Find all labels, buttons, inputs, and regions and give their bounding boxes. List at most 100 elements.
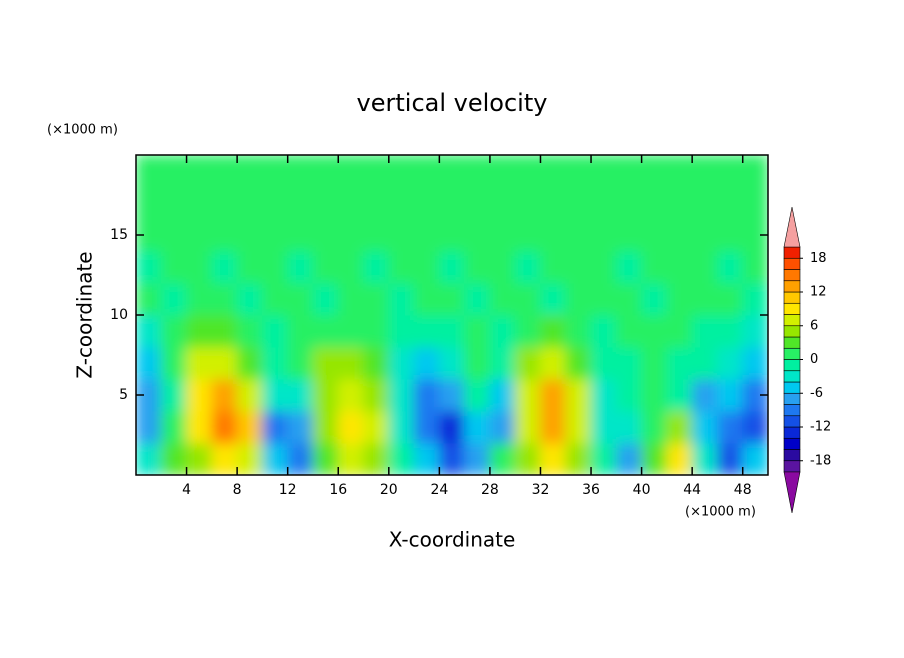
colorbar-band	[783, 381, 801, 394]
colorbar-band	[783, 347, 801, 360]
field-cell	[287, 346, 314, 380]
x-tick-label: 28	[481, 482, 499, 498]
field-cell	[236, 155, 263, 188]
field-cell	[136, 155, 162, 188]
field-cell	[312, 314, 339, 348]
field-cell	[363, 282, 390, 316]
field-cell	[464, 442, 491, 475]
colorbar-tick-label: 6	[810, 318, 818, 333]
field-cell	[413, 218, 440, 252]
field-cell	[641, 155, 668, 188]
x-tick-label: 48	[734, 482, 752, 498]
field-cell	[666, 410, 693, 444]
field-cell	[287, 186, 314, 220]
field-cell	[539, 314, 567, 348]
field-cell	[261, 155, 289, 188]
field-cell	[489, 314, 516, 348]
field-cell	[716, 250, 744, 284]
field-cell	[716, 378, 744, 412]
field-cell	[641, 378, 668, 412]
x-tick-label: 20	[380, 482, 398, 498]
field-cell	[136, 410, 162, 444]
field-cell	[312, 155, 339, 188]
field-cell	[438, 410, 466, 444]
field-cell	[438, 250, 466, 284]
colorbar-band	[783, 460, 801, 473]
field-cell	[186, 282, 213, 316]
y-tick-label: 5	[119, 387, 128, 403]
field-cell	[287, 218, 314, 252]
field-cell	[615, 155, 643, 188]
field-cell	[464, 155, 491, 188]
field-cell	[337, 346, 365, 380]
x-tick-label: 44	[683, 482, 701, 498]
field-cell	[489, 218, 516, 252]
field-cell	[211, 155, 238, 188]
field-cell	[136, 346, 162, 380]
field-cell	[136, 314, 162, 348]
colorbar-over	[783, 206, 801, 248]
field-cell	[363, 155, 390, 188]
field-cell	[312, 410, 339, 444]
field-cell	[136, 282, 162, 316]
field-cell	[413, 186, 440, 220]
field-cell	[691, 442, 718, 475]
field-cell	[236, 442, 263, 475]
field-cell	[641, 250, 668, 284]
field-cell	[590, 410, 617, 444]
field-cell	[337, 282, 365, 316]
field-cell	[413, 155, 440, 188]
field-cell	[287, 442, 314, 475]
field-cell	[136, 250, 162, 284]
colorbar-band	[783, 449, 801, 462]
colorbar-band	[783, 336, 801, 349]
field-cell	[565, 346, 592, 380]
field-cell	[514, 186, 541, 220]
field-cell	[615, 378, 643, 412]
field-cell	[565, 442, 592, 475]
colorbar-band	[783, 291, 801, 304]
field-cell	[539, 218, 567, 252]
field-cell	[615, 218, 643, 252]
field-cell	[312, 346, 339, 380]
field-cell	[615, 314, 643, 348]
field-cell	[464, 378, 491, 412]
chart-title: vertical velocity	[357, 89, 548, 117]
field-cell	[186, 346, 213, 380]
field-cell	[539, 346, 567, 380]
field-cell	[691, 250, 718, 284]
field-cell	[388, 378, 415, 412]
x-tick-label: 40	[633, 482, 651, 498]
field-cell	[716, 155, 744, 188]
field-cell	[363, 346, 390, 380]
field-cell	[565, 218, 592, 252]
field-cell	[211, 410, 238, 444]
field-cell	[438, 442, 466, 475]
colorbar-tick-label: 12	[810, 285, 827, 300]
field-cell	[287, 282, 314, 316]
field-cell	[539, 410, 567, 444]
colorbar-tick-label: 18	[810, 251, 827, 266]
field-cell	[312, 282, 339, 316]
colorbar-band	[783, 359, 801, 372]
field-cell	[236, 410, 263, 444]
field-cell	[464, 410, 491, 444]
field-cell	[160, 314, 188, 348]
field-cell	[666, 346, 693, 380]
field-cell	[539, 250, 567, 284]
field-clip	[136, 155, 768, 475]
field-cell	[489, 250, 516, 284]
field-cell	[261, 250, 289, 284]
colorbar-tick-label: -18	[810, 453, 831, 468]
field-cell	[514, 442, 541, 475]
field-cell	[590, 155, 617, 188]
field-cell	[539, 155, 567, 188]
field-cell	[363, 250, 390, 284]
colorbar-band	[783, 257, 801, 270]
field-cell	[186, 410, 213, 444]
field-cell	[615, 346, 643, 380]
field-cell	[413, 250, 440, 284]
field-cell	[539, 442, 567, 475]
field-cell	[363, 314, 390, 348]
field-cell	[261, 410, 289, 444]
